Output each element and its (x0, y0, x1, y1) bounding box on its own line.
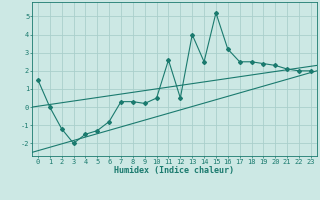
X-axis label: Humidex (Indice chaleur): Humidex (Indice chaleur) (115, 166, 234, 175)
